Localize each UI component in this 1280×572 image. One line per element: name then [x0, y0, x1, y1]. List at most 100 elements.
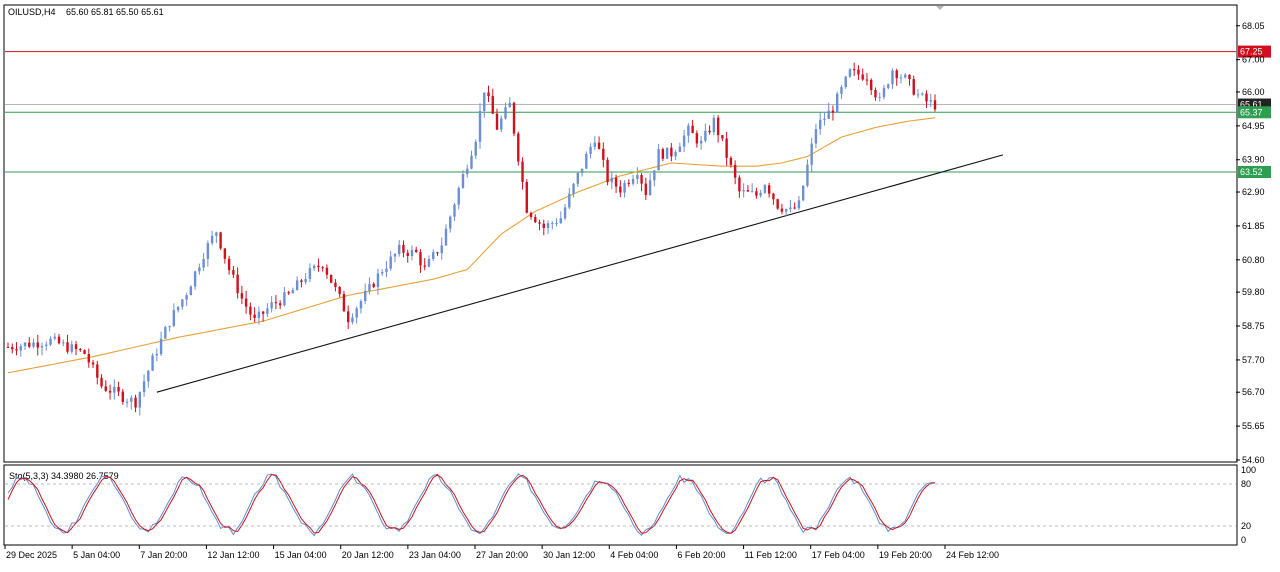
price-tick-label: 67.00: [1242, 55, 1265, 65]
candle-bull: [593, 142, 597, 147]
stochastic-axis: 100 80 20 0: [5, 465, 1256, 545]
candle-bull: [921, 93, 924, 95]
moving-average-group: [7, 117, 936, 374]
candle-bear: [15, 349, 18, 351]
price-panel[interactable]: [3, 4, 1238, 463]
candle-bear: [227, 258, 231, 271]
candle-bear: [236, 274, 239, 294]
candle-bear: [767, 185, 771, 194]
candle-bear: [517, 133, 520, 162]
price-tick-label: 58.75: [1242, 321, 1265, 331]
candle-bull: [398, 244, 401, 255]
candle-bull: [784, 209, 788, 212]
candle-bull: [610, 177, 614, 183]
candle-bear: [780, 208, 784, 212]
candle-bear: [419, 252, 422, 266]
candle-bull: [827, 110, 830, 119]
stochastic-level-label: 80: [1241, 479, 1251, 489]
candle-bull: [750, 191, 754, 193]
time-tick-label: 6 Feb 20:00: [677, 550, 725, 560]
candle-bear: [670, 147, 673, 157]
candle-bull: [823, 118, 826, 120]
candle-bear: [495, 113, 499, 130]
candle-bull: [508, 102, 511, 108]
candle-bear: [96, 364, 99, 378]
candle-bear: [831, 110, 835, 113]
candle-bear: [857, 69, 860, 75]
candle-bear: [865, 79, 869, 81]
candle-bull: [125, 401, 129, 403]
time-tick-label: 7 Jan 20:00: [140, 550, 187, 560]
trendline-group[interactable]: [156, 154, 1004, 393]
candle-bull: [159, 338, 163, 355]
candle-bull: [759, 192, 762, 196]
price-tick-label: 68.05: [1242, 21, 1265, 31]
candle-bull: [500, 118, 503, 130]
candle-bear: [83, 350, 86, 355]
candle-bull: [164, 327, 167, 339]
candle-bull: [295, 280, 299, 291]
time-tick-label: 5 Jan 04:00: [73, 550, 120, 560]
candle-bull: [168, 325, 171, 328]
candle-bull: [363, 290, 367, 302]
candle-bear: [538, 222, 541, 224]
candle-bull: [151, 355, 154, 371]
candle-bull: [763, 185, 767, 193]
current-label: 65.61: [1240, 100, 1263, 110]
candle-bull: [427, 258, 431, 267]
candle-bear: [274, 302, 278, 304]
candle-bull: [444, 228, 448, 246]
price-axis[interactable]: 68.05 67.00 66.00 64.95 63.90 62.90 61.85 60.80…: [1236, 21, 1265, 465]
candle-bull: [470, 155, 473, 169]
candle-bear: [261, 311, 265, 314]
candle-bull: [636, 175, 639, 179]
time-tick-label: 4 Feb 04:00: [610, 550, 658, 560]
candle-bull: [916, 94, 920, 96]
candle-bear: [895, 70, 898, 79]
time-tick-label: 29 Dec 2025: [6, 550, 57, 560]
time-axis[interactable]: 29 Dec 2025 5 Jan 04:00 7 Jan 20:00 12 Jan …: [4, 545, 999, 560]
candle-bear: [28, 342, 31, 347]
candle-bull: [678, 146, 682, 152]
candle-bull: [555, 223, 558, 225]
candle-bull: [844, 76, 847, 88]
candle-bear: [278, 303, 282, 306]
stochastic-panel[interactable]: [3, 464, 1238, 546]
candle-bull: [665, 147, 669, 159]
candle-bear: [725, 138, 728, 158]
candle-bear: [300, 280, 303, 283]
price-tick-label: 60.80: [1242, 255, 1265, 265]
candle-bear: [661, 149, 665, 159]
candle-bear: [415, 249, 418, 253]
candle-bull: [929, 100, 932, 102]
candle-bull: [483, 92, 486, 112]
candle-bear: [755, 191, 758, 196]
chart-shift-marker[interactable]: [936, 6, 944, 10]
candle-bear: [11, 347, 14, 350]
candle-bull: [478, 111, 482, 142]
candle-bear: [108, 390, 112, 393]
candle-bear: [912, 79, 915, 95]
candle-bear: [36, 342, 39, 348]
candle-bull: [712, 117, 716, 133]
candle-bull: [504, 107, 507, 119]
candle-bull: [376, 273, 380, 288]
candle-bull: [840, 87, 843, 94]
candle-bear: [423, 265, 426, 267]
time-tick-label: 30 Jan 12:00: [543, 550, 595, 560]
candle-bull: [585, 153, 588, 169]
candle-bear: [402, 244, 405, 253]
candle-bull: [19, 346, 22, 351]
candle-bull: [138, 392, 142, 408]
candle-bear: [640, 175, 643, 184]
candle-bull: [457, 188, 460, 205]
candle-bull: [568, 193, 571, 208]
candle-bear: [253, 314, 256, 318]
candle-bull: [70, 344, 73, 352]
candle-bull: [789, 207, 792, 210]
candle-bull: [270, 302, 273, 309]
price-tick-label: 64.95: [1242, 121, 1265, 131]
candle-bull: [440, 245, 443, 254]
